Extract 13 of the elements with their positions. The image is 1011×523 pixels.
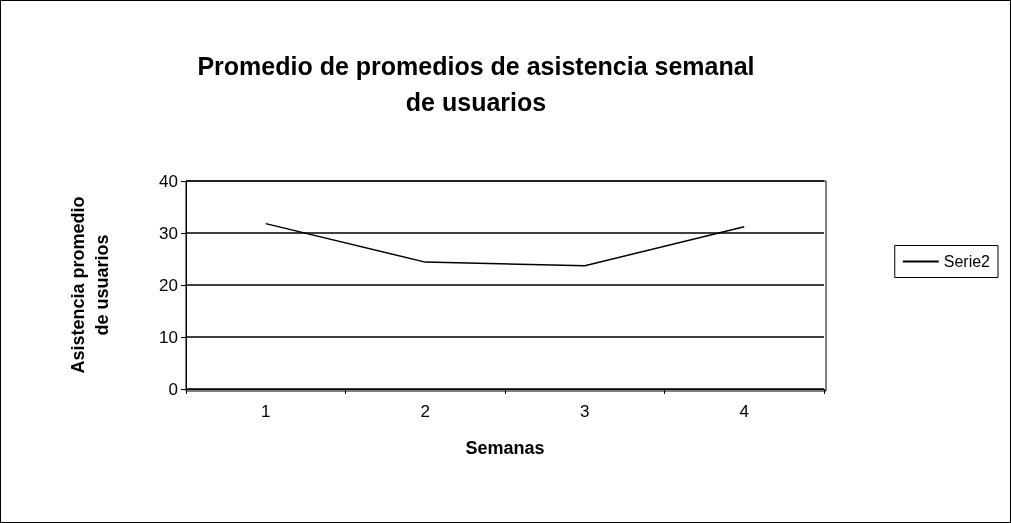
y-axis-title: Asistencia promedio de usuarios xyxy=(68,196,112,374)
x-tick-label: 3 xyxy=(580,402,590,421)
y-tick-label: 30 xyxy=(159,223,178,243)
legend-label: Serie2 xyxy=(943,253,991,270)
x-tick-label: 1 xyxy=(261,402,271,421)
x-tick-label: 2 xyxy=(420,402,430,421)
y-tick-label: 10 xyxy=(159,327,178,347)
chart-title: Promedio de promedios de asistencia semanal de usuarios xyxy=(197,52,755,116)
y-tick-label: 40 xyxy=(159,171,178,191)
x-tick-label: 4 xyxy=(739,402,749,421)
y-tick-label: 0 xyxy=(168,379,178,399)
y-tick-label: 20 xyxy=(159,275,178,295)
x-axis-title: Semanas xyxy=(465,438,545,458)
